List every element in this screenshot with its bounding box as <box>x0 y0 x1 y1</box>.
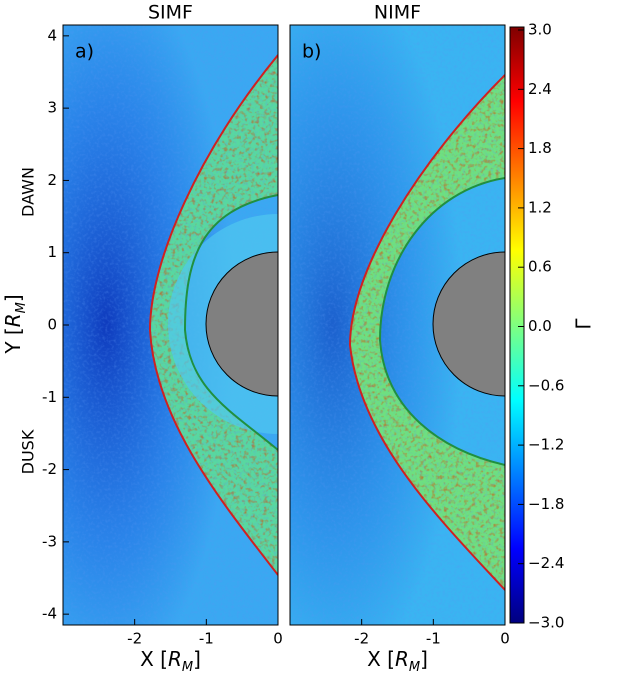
panel-label: b) <box>302 41 321 63</box>
colorbar-tick-label: −1.8 <box>528 495 564 513</box>
colorbar-tick-label: 1.2 <box>528 198 552 216</box>
axis-label-part: R <box>168 647 182 671</box>
colorbar-tick-label: 2.4 <box>528 80 552 98</box>
axis-label: X [RM] <box>140 647 201 676</box>
dusk-label: DUSK <box>19 429 38 474</box>
y-tick-label: 3 <box>47 99 57 117</box>
field-a <box>63 25 278 625</box>
axis-label-part: M <box>14 302 29 313</box>
colorbar-tick-label: −0.6 <box>528 376 564 394</box>
axis-label-part: ] <box>193 647 201 671</box>
panel-title: SIMF <box>148 2 193 24</box>
axis-label-part: X [ <box>140 647 168 671</box>
y-tick-label: -1 <box>42 388 57 406</box>
axis-label-part: R <box>395 647 409 671</box>
colorbar-tick-label: 1.8 <box>528 139 552 157</box>
colorbar-label: Γ <box>572 318 596 330</box>
axis-label-part: M <box>182 660 193 675</box>
x-tick-label: 0 <box>500 630 510 648</box>
colorbar-tick-label: −3.0 <box>528 614 564 632</box>
x-tick-label: 0 <box>273 630 283 648</box>
colorbar-tick-label: −1.2 <box>528 436 564 454</box>
colorbar <box>509 26 525 624</box>
x-tick-label: -2 <box>127 630 142 648</box>
colorbar-tick-label: 3.0 <box>528 21 552 39</box>
y-tick-label: -4 <box>42 605 57 623</box>
y-tick-label: 0 <box>47 316 57 334</box>
x-tick-label: -1 <box>199 630 214 648</box>
axis-label-part: M <box>409 660 420 675</box>
axis-label-part: ] <box>420 647 428 671</box>
field-b <box>290 25 505 625</box>
panel-label: a) <box>75 41 94 63</box>
panel-title: NIMF <box>374 2 421 24</box>
y-tick-label: -3 <box>42 532 57 550</box>
y-tick-label: 4 <box>47 26 57 44</box>
y-tick-label: 2 <box>47 171 57 189</box>
y-tick-label: -2 <box>42 460 57 478</box>
x-tick-label: -1 <box>426 630 441 648</box>
colorbar-tick-label: 0.6 <box>528 258 552 276</box>
axis-label-part: X [ <box>367 647 395 671</box>
axis-label: X [RM] <box>367 647 428 676</box>
dawn-label: DAWN <box>19 167 38 217</box>
x-tick-label: -2 <box>354 630 369 648</box>
plot-frame <box>289 24 506 626</box>
axis-label-part: R <box>1 313 25 327</box>
axis-label-part: ] <box>1 294 25 302</box>
axis-label: Y [RM] <box>1 294 30 354</box>
axis-label-part: Y [ <box>1 327 25 354</box>
y-tick-label: 1 <box>47 243 57 261</box>
colorbar-tick-label: −2.4 <box>528 554 564 572</box>
colorbar-tick-label: 0.0 <box>528 317 552 335</box>
